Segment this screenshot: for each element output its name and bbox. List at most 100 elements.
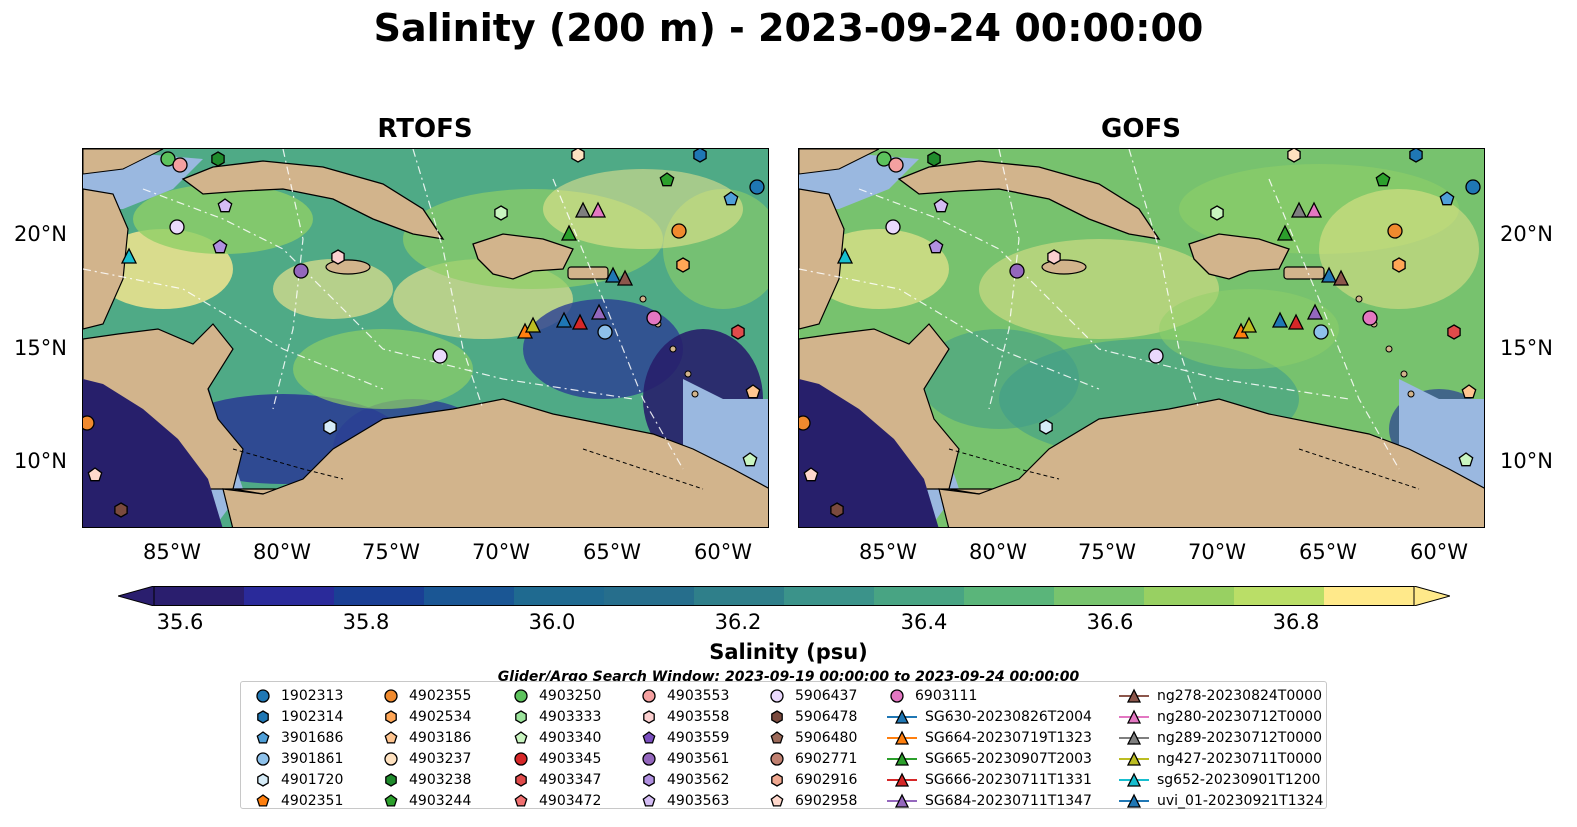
legend-label: ng427-20230711T0000: [1157, 751, 1322, 767]
float-marker: [1290, 201, 1308, 218]
float-marker: [1271, 311, 1289, 328]
legend-marker-icon: [514, 794, 528, 807]
legend-marker-icon: [1119, 688, 1149, 703]
legend-label: 1902313: [281, 688, 344, 704]
lon-label-75w-left: 75°W: [362, 540, 420, 564]
float-marker: [799, 415, 811, 431]
lat-label-10n-right: 10°N: [1500, 449, 1553, 473]
float-marker: [169, 219, 185, 235]
legend-marker-icon: [770, 794, 784, 807]
legend-item: ng278-20230824T0000: [1119, 686, 1322, 706]
lon-label-70w-right: 70°W: [1188, 540, 1246, 564]
legend-marker-icon: [770, 689, 784, 703]
main-title: Salinity (200 m) - 2023-09-24 00:00:00: [373, 6, 1204, 50]
legend-label: 4903345: [539, 751, 602, 767]
colorbar-segment: [1054, 586, 1145, 606]
legend-marker-icon: [256, 731, 270, 744]
float-marker: [1387, 223, 1403, 239]
float-marker: [659, 172, 675, 187]
colorbar-tick-label: 36.8: [1272, 610, 1320, 634]
float-marker: [172, 157, 188, 173]
float-marker: [671, 223, 687, 239]
float-marker: [114, 502, 128, 518]
legend-item: 4903238: [381, 770, 471, 790]
float-marker: [212, 239, 228, 254]
legend-label: 4903472: [539, 793, 602, 809]
float-marker: [589, 201, 607, 218]
legend-label: 4903244: [409, 793, 472, 809]
legend-marker-icon: [887, 730, 917, 745]
legend-item: 4903563: [639, 791, 729, 811]
float-marker: [574, 201, 592, 218]
float-marker: [928, 239, 944, 254]
legend-marker-icon: [384, 689, 398, 703]
lon-label-65w-left: 65°W: [583, 540, 641, 564]
legend-label: ng289-20230712T0000: [1157, 730, 1322, 746]
float-marker: [933, 198, 949, 213]
legend-label: 4903186: [409, 730, 472, 746]
legend-item: 4903333: [511, 707, 601, 727]
legend-marker-icon: [1119, 772, 1149, 787]
float-marker: [323, 419, 337, 435]
map-panel-gofs[interactable]: [798, 148, 1485, 528]
float-marker: [745, 384, 761, 399]
colorbar-segment: [424, 586, 515, 606]
colorbar-segment: [1144, 586, 1235, 606]
legend-label: 6902916: [795, 772, 858, 788]
legend-marker-icon: [514, 731, 528, 744]
legend-item: 4903340: [511, 728, 601, 748]
legend-marker-icon: [887, 709, 917, 724]
legend-marker-icon: [256, 752, 270, 766]
float-marker: [646, 310, 662, 326]
legend-item: 4903347: [511, 770, 601, 790]
float-marker: [723, 191, 739, 206]
legend-item: 4902351: [253, 791, 343, 811]
legend-item: 6902958: [767, 791, 857, 811]
legend-item: 4903472: [511, 791, 601, 811]
float-marker: [87, 467, 103, 482]
legend-marker-icon: [257, 710, 269, 724]
legend-item: SG664-20230719T1323: [887, 728, 1092, 748]
float-marker: [876, 151, 892, 167]
legend-item: 4903561: [639, 749, 729, 769]
lat-label-15n-left: 15°N: [14, 336, 67, 360]
legend-item: 4903562: [639, 770, 729, 790]
legend-marker-icon: [514, 689, 528, 703]
legend-label: 6902958: [795, 793, 858, 809]
legend-marker-icon: [385, 710, 397, 724]
legend-label: 4903237: [409, 751, 472, 767]
panel-title-rtofs: RTOFS: [377, 114, 473, 144]
float-marker: [888, 157, 904, 173]
legend-label: 4902351: [281, 793, 344, 809]
float-marker: [1313, 324, 1329, 340]
float-marker: [211, 151, 225, 167]
legend-item: uvi_01-20230921T1324: [1119, 791, 1323, 811]
float-marker: [293, 263, 309, 279]
lon-label-60w-left: 60°W: [694, 540, 752, 564]
legend-marker-icon: [642, 689, 656, 703]
legend-item: 4903558: [639, 707, 729, 727]
colorbar-segment: [244, 586, 335, 606]
float-marker: [160, 151, 176, 167]
float-marker: [1039, 419, 1053, 435]
float-marker: [571, 149, 585, 163]
legend-item: 4902534: [381, 707, 471, 727]
lat-label-20n-right: 20°N: [1500, 222, 1553, 246]
legend-item: SG684-20230711T1347: [887, 791, 1092, 811]
legend-item: sg652-20230901T1200: [1119, 770, 1320, 790]
legend-item: 6902916: [767, 770, 857, 790]
float-marker: [1210, 205, 1224, 221]
legend-label: 4903340: [539, 730, 602, 746]
map-panel-rtofs[interactable]: [82, 148, 769, 528]
float-marker: [1375, 172, 1391, 187]
legend-item: ng427-20230711T0000: [1119, 749, 1322, 769]
legend-item: 4903186: [381, 728, 471, 748]
float-marker: [120, 247, 138, 264]
legend-marker-icon: [643, 710, 655, 724]
colorbar-tick-label: 36.0: [528, 610, 576, 634]
colorbar-segment: [604, 586, 695, 606]
salinity-map-gofs: [799, 149, 1484, 527]
legend-item: 3901861: [253, 749, 343, 769]
colorbar-segment: [1234, 586, 1325, 606]
legend-item: 4903559: [639, 728, 729, 748]
